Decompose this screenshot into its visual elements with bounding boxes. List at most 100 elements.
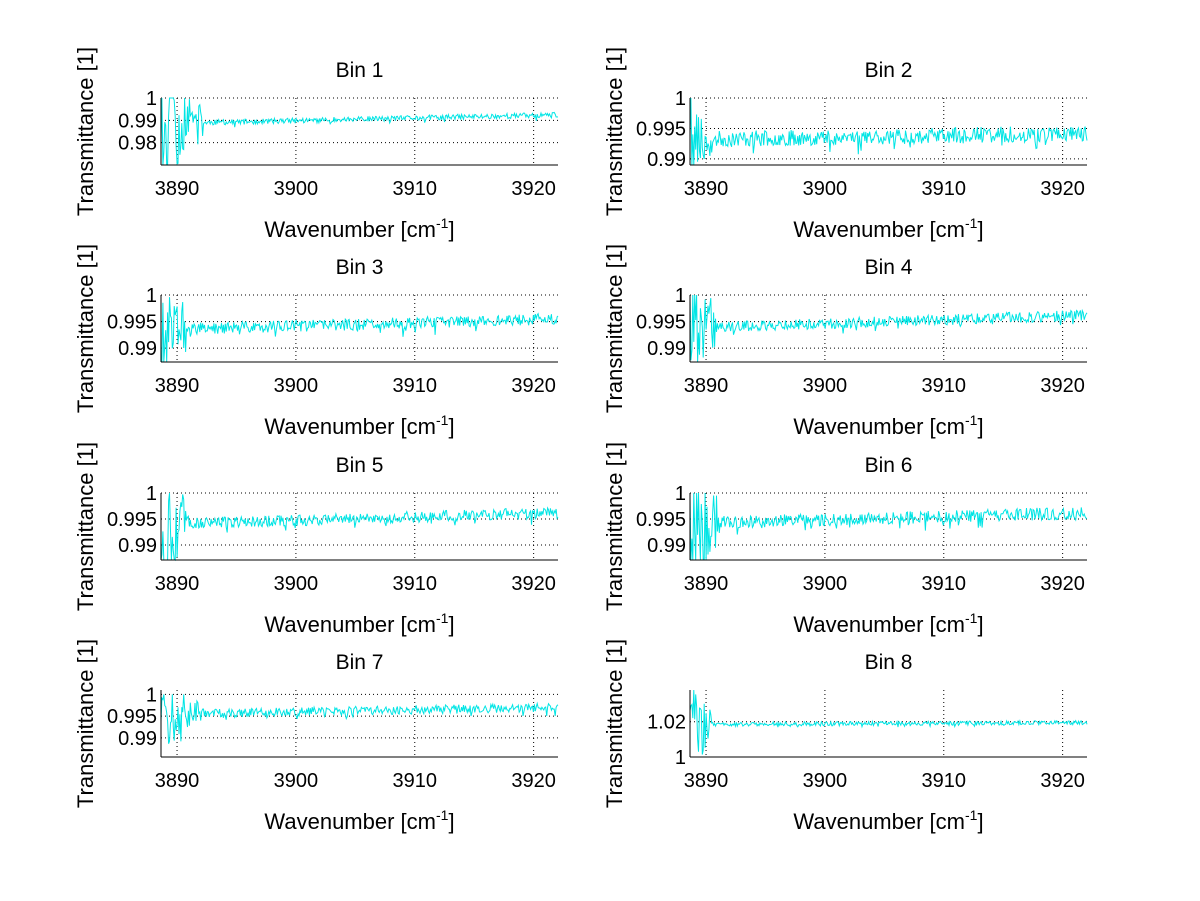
- subplot-title: Bin 1: [336, 59, 384, 82]
- x-tick-label: 3900: [274, 178, 319, 200]
- x-tick-label: 3890: [155, 375, 200, 397]
- x-tick-label: 3900: [274, 573, 319, 595]
- x-axis-label-exponent: -1: [965, 807, 978, 823]
- x-tick-label: 3920: [511, 573, 556, 595]
- y-tick-label: 1: [146, 88, 157, 110]
- x-tick-label: 3890: [684, 573, 729, 595]
- x-tick-label: 3890: [684, 770, 729, 792]
- y-tick-label: 1: [146, 684, 157, 706]
- series-line-bin-3: [161, 297, 559, 363]
- subplot-6: 3890 3900 3910 3920 0.99 0.995 1 Bin 6 Wavenumbe…: [602, 442, 1088, 637]
- y-axis-label: Transmittance [1]: [602, 244, 627, 413]
- x-axis-label: Wavenumber [cm-1]: [264, 215, 454, 242]
- subplot-title: Bin 7: [336, 651, 384, 674]
- series-line-bin-2: [689, 97, 1088, 166]
- y-tick-label: 0.99: [647, 149, 686, 171]
- y-tick-label: 1: [675, 483, 686, 505]
- subplot-8: 3890 3900 3910 3920 1 1.02 Bin 8 Wavenumber [cm…: [602, 639, 1088, 834]
- x-tick-label: 3910: [393, 375, 438, 397]
- series-line-bin-7: [160, 694, 559, 744]
- y-tick-label: 1: [675, 88, 686, 110]
- y-axis-label: Transmittance [1]: [602, 47, 627, 216]
- x-tick-label: 3920: [511, 770, 556, 792]
- x-tick-label: 3920: [1040, 375, 1085, 397]
- series-line-bin-6: [689, 492, 1088, 561]
- subplot-title: Bin 4: [865, 256, 913, 279]
- y-tick-label: 0.99: [647, 338, 686, 360]
- x-tick-label: 3890: [684, 178, 729, 200]
- x-axis-label-close: ]: [977, 414, 983, 439]
- x-axis-label-text: Wavenumber [cm: [264, 612, 436, 637]
- x-axis-label-exponent: -1: [965, 412, 978, 428]
- y-tick-label: 0.99: [118, 110, 157, 132]
- x-tick-label: 3890: [684, 375, 729, 397]
- subplot-title: Bin 3: [336, 256, 384, 279]
- x-axis-label-text: Wavenumber [cm: [264, 809, 436, 834]
- x-axis-label: Wavenumber [cm-1]: [793, 412, 983, 439]
- x-axis-label-exponent: -1: [436, 412, 449, 428]
- x-axis-label: Wavenumber [cm-1]: [793, 215, 983, 242]
- x-axis-label: Wavenumber [cm-1]: [264, 412, 454, 439]
- x-axis-label-close: ]: [977, 612, 983, 637]
- subplot-4: 3890 3900 3910 3920 0.99 0.995 1 Bin 4 Wavenumbe…: [602, 244, 1088, 439]
- subplot-5: 3890 3900 3910 3920 0.99 0.995 1 Bin 5 Wavenumbe…: [73, 442, 559, 637]
- x-tick-label: 3910: [393, 573, 438, 595]
- y-tick-label: 0.995: [636, 509, 686, 531]
- x-tick-label: 3910: [922, 375, 967, 397]
- y-tick-label: 1: [675, 747, 686, 769]
- series-line-bin-5: [160, 492, 559, 562]
- x-axis-label-exponent: -1: [436, 807, 449, 823]
- x-axis-label-text: Wavenumber [cm: [793, 217, 965, 242]
- subplot-1: 3890 3900 3910 3920 0.980.991 Bin 1 Wavenumber…: [73, 47, 559, 242]
- y-tick-label: 1: [146, 483, 157, 505]
- y-axis-label: Transmittance [1]: [602, 639, 627, 808]
- x-tick-label: 3920: [1040, 770, 1085, 792]
- x-tick-label: 3890: [155, 573, 200, 595]
- y-tick-label: 0.99: [647, 535, 686, 557]
- x-axis-label-exponent: -1: [965, 610, 978, 626]
- x-axis-label-text: Wavenumber [cm: [793, 414, 965, 439]
- y-tick-label: 0.995: [107, 706, 157, 728]
- subplot-title: Bin 8: [865, 651, 913, 674]
- x-axis-label: Wavenumber [cm-1]: [793, 610, 983, 637]
- y-tick-label: 0.995: [636, 312, 686, 334]
- x-axis-label-text: Wavenumber [cm: [793, 612, 965, 637]
- y-tick-label: 1: [146, 285, 157, 307]
- x-tick-label: 3910: [922, 770, 967, 792]
- x-axis-label-text: Wavenumber [cm: [264, 414, 436, 439]
- y-tick-label: 1: [675, 285, 686, 307]
- subplot-2: 3890 3900 3910 3920 0.99 0.995 1 Bin 2 Wavenumbe…: [602, 47, 1088, 242]
- x-axis-label: Wavenumber [cm-1]: [264, 610, 454, 637]
- x-axis-label-close: ]: [448, 612, 454, 637]
- x-tick-label: 3910: [393, 178, 438, 200]
- y-tick-label: 0.98: [118, 133, 157, 155]
- x-axis-label-close: ]: [448, 217, 454, 242]
- y-axis-label: Transmittance [1]: [602, 442, 627, 611]
- x-tick-label: 3910: [922, 178, 967, 200]
- x-axis-label-close: ]: [448, 414, 454, 439]
- x-tick-label: 3910: [922, 573, 967, 595]
- subplot-title: Bin 5: [336, 454, 384, 477]
- y-tick-label: 0.995: [107, 312, 157, 334]
- x-axis-label-close: ]: [977, 217, 983, 242]
- x-axis-label-exponent: -1: [965, 215, 978, 231]
- x-axis-label-exponent: -1: [436, 215, 449, 231]
- x-tick-label: 3920: [1040, 573, 1085, 595]
- series-line-bin-8: [689, 689, 1088, 755]
- x-tick-label: 3900: [274, 770, 319, 792]
- y-tick-label: 0.99: [118, 728, 157, 750]
- y-axis-label: Transmittance [1]: [73, 639, 98, 808]
- x-axis-label: Wavenumber [cm-1]: [264, 807, 454, 834]
- y-tick-label: 1.02: [647, 712, 686, 734]
- y-tick-label: 0.99: [118, 535, 157, 557]
- y-axis-label: Transmittance [1]: [73, 47, 98, 216]
- x-tick-label: 3890: [155, 178, 200, 200]
- subplot-3: 3890 3900 3910 3920 0.99 0.995 1 Bin 3 Wavenumbe…: [73, 244, 559, 439]
- subplot-title: Bin 6: [865, 454, 913, 477]
- y-tick-label: 0.995: [636, 118, 686, 140]
- x-axis-label-close: ]: [448, 809, 454, 834]
- x-tick-label: 3900: [803, 178, 848, 200]
- y-tick-label: 0.99: [118, 338, 157, 360]
